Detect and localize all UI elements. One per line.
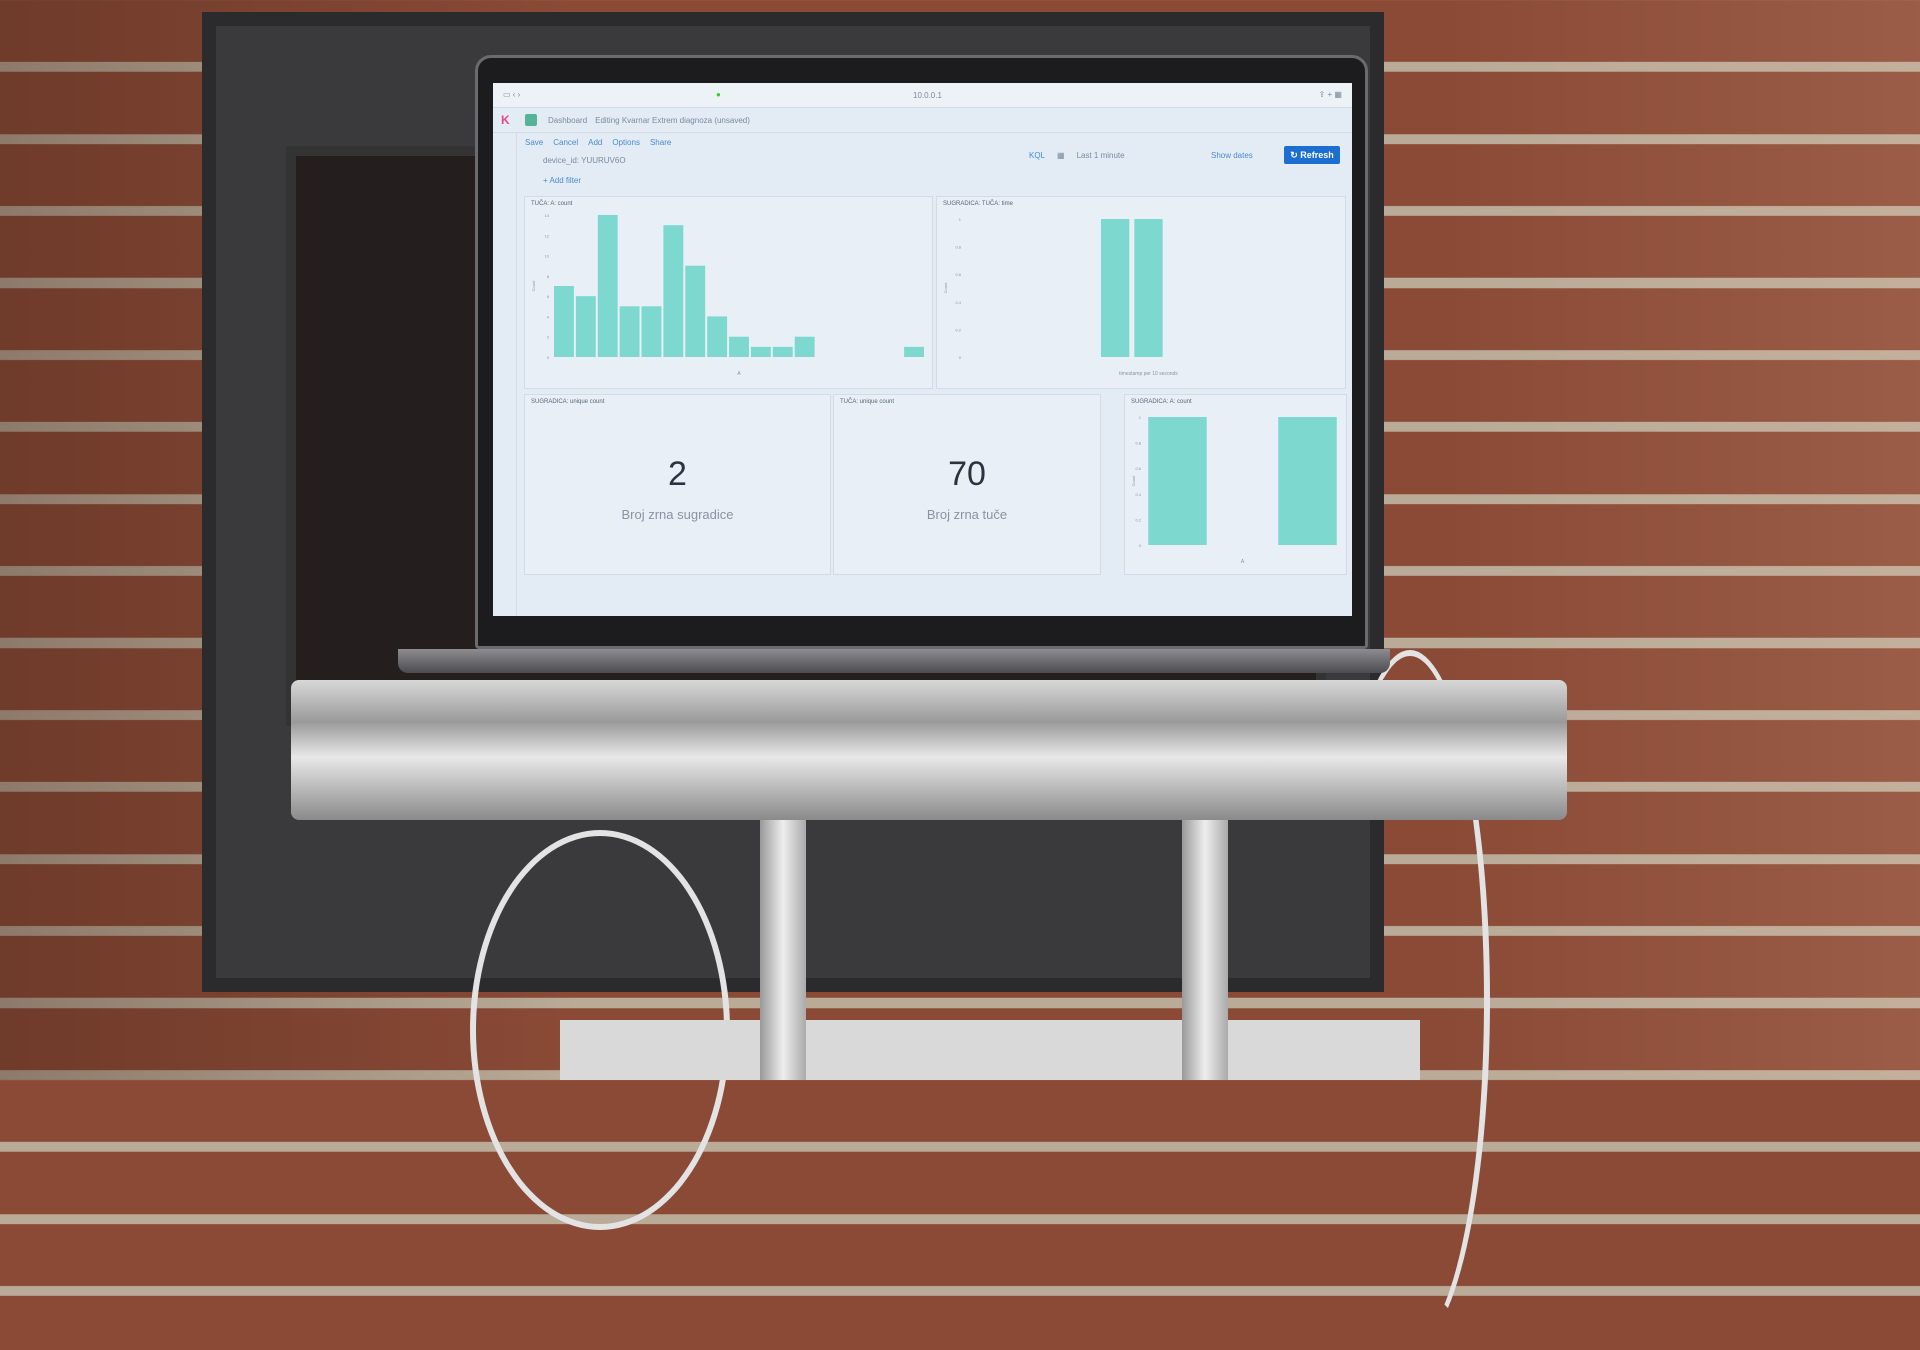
y-axis-label: Count: [943, 282, 948, 294]
add-button[interactable]: Add: [588, 138, 603, 147]
panel-title: TUČA: unique count: [840, 399, 895, 405]
y-tick-label: 0.2: [955, 327, 961, 332]
query-input[interactable]: device_id: YUURUV6O: [543, 156, 626, 165]
panel-title: SUGRADICA: A: count: [1131, 399, 1192, 405]
table-leg: [1182, 820, 1228, 1080]
histogram-chart: 0 2 4 6 8 10 12 14 A Count: [531, 213, 924, 377]
panel-title: SUGRADICA: unique count: [531, 399, 605, 405]
y-tick-label: 2: [547, 335, 550, 340]
metric-label: Broj zrna sugradice: [621, 507, 734, 522]
page-title: Editing Kvarnar Extrem diagnoza (unsaved…: [595, 116, 750, 125]
extension-icon[interactable]: ●: [716, 90, 721, 99]
metric-panel-sugradica: SUGRADICA: unique count 2 Broj zrna sugr…: [524, 394, 831, 575]
y-tick-label: 6: [547, 294, 550, 299]
options-button[interactable]: Options: [612, 138, 640, 147]
breadcrumbs: Dashboard Editing Kvarnar Extrem diagnoz…: [548, 116, 750, 125]
y-tick-label: 1: [959, 217, 962, 222]
y-tick-label: 0: [959, 355, 962, 360]
bar: [1148, 417, 1207, 545]
save-button[interactable]: Save: [525, 138, 544, 147]
panel-title: SUGRADICA: TUČA: time: [943, 201, 1013, 207]
bar: [772, 346, 793, 357]
power-cable: [1330, 650, 1490, 1350]
calendar-icon[interactable]: ▦: [1057, 151, 1065, 160]
y-tick-label: 0: [1139, 543, 1142, 548]
chart-panel-time: SUGRADICA: TUČA: time 0 0.2 0.4 0.6 0.8 1 time…: [936, 196, 1346, 389]
bar: [685, 265, 706, 357]
add-filter-link[interactable]: + Add filter: [543, 176, 582, 185]
bar: [904, 346, 924, 357]
cancel-button[interactable]: Cancel: [553, 138, 579, 147]
bar: [554, 286, 574, 357]
time-picker[interactable]: Last 1 minute: [1076, 151, 1125, 160]
y-tick-label: 0.8: [955, 245, 961, 250]
y-tick-label: 14: [545, 213, 550, 218]
url-field[interactable]: 10.0.0.1: [913, 91, 942, 100]
bar: [641, 306, 662, 357]
metric-panel-tuca: TUČA: unique count 70 Broj zrna tuče: [833, 394, 1101, 575]
kibana-logo-icon[interactable]: K: [501, 113, 510, 127]
refresh-button[interactable]: ↻ Refresh: [1284, 146, 1340, 164]
y-tick-label: 0.2: [1135, 517, 1141, 522]
y-axis-label: Count: [1131, 475, 1136, 487]
y-axis-label: Count: [531, 280, 536, 292]
x-axis-label: timestamp per 10 seconds: [1119, 371, 1178, 377]
refresh-icon: ↻: [1290, 149, 1301, 160]
bar: [619, 306, 640, 357]
y-tick-label: 0.4: [955, 300, 961, 305]
y-tick-label: 4: [547, 314, 550, 319]
laptop-screen: ▭ ‹ › ● 10.0.0.1 ⇪ + ▦ K Dashboard Editi…: [493, 83, 1352, 616]
chart-panel-tuca-count: TUČA: A: count 0 2 4 6 8 10 12 14 A Count: [524, 196, 933, 389]
kql-toggle[interactable]: KQL: [1029, 151, 1046, 160]
y-tick-label: 0.6: [955, 272, 961, 277]
top-menu: Save Cancel Add Options Share: [525, 138, 671, 147]
metric-label: Broj zrna tuče: [926, 507, 1008, 522]
y-tick-label: 8: [547, 274, 550, 279]
shelf: [560, 1020, 1420, 1080]
share-button[interactable]: Share: [649, 138, 672, 147]
time-controls: KQL ▦ Last 1 minute: [1029, 151, 1125, 160]
breadcrumb[interactable]: Dashboard: [548, 116, 588, 125]
browser-actions-icon[interactable]: ⇪ + ▦: [1318, 90, 1342, 99]
y-tick-label: 0.4: [1135, 492, 1141, 497]
y-tick-label: 0: [547, 355, 550, 360]
bar: [750, 346, 771, 357]
sidebar-toggle-icon[interactable]: ▭ ‹ ›: [503, 90, 521, 99]
bar: [597, 215, 618, 357]
bar: [575, 296, 596, 357]
y-tick-label: 1: [1139, 415, 1142, 420]
bar: [794, 336, 815, 357]
bar-chart: 0 0.2 0.4 0.6 0.8 1 A Count: [1131, 415, 1337, 565]
y-tick-label: 12: [545, 233, 550, 238]
bar: [663, 225, 684, 357]
time-chart: 0 0.2 0.4 0.6 0.8 1 timestamp per 10 seconds Co…: [943, 217, 1178, 377]
panel-title: TUČA: A: count: [531, 201, 573, 207]
bar: [1134, 219, 1163, 357]
nav-sidebar: [493, 133, 517, 616]
metric-value: 2: [668, 455, 687, 493]
y-tick-label: 10: [545, 254, 550, 259]
laptop-base: [398, 649, 1390, 673]
y-tick-label: 0.6: [1135, 466, 1141, 471]
bar: [729, 336, 749, 357]
bar: [1100, 219, 1130, 357]
x-axis-label: A: [1241, 559, 1245, 565]
metric-value: 70: [948, 455, 986, 493]
bar: [707, 316, 728, 357]
table-leg: [760, 820, 806, 1080]
refresh-label: Refresh: [1300, 150, 1334, 160]
space-avatar[interactable]: [525, 114, 537, 126]
kibana-header: K Dashboard Editing Kvarnar Extrem diagn…: [493, 108, 1352, 133]
x-axis-label: A: [737, 371, 741, 377]
show-dates-link[interactable]: Show dates: [1211, 151, 1253, 160]
bar: [1278, 417, 1337, 545]
y-tick-label: 0.8: [1135, 441, 1141, 446]
browser-bar: ▭ ‹ › ● 10.0.0.1 ⇪ + ▦: [493, 83, 1352, 108]
metal-table: [291, 680, 1567, 820]
chart-panel-sugradica-count: SUGRADICA: A: count 0 0.2 0.4 0.6 0.8 1 A Count: [1124, 394, 1347, 575]
